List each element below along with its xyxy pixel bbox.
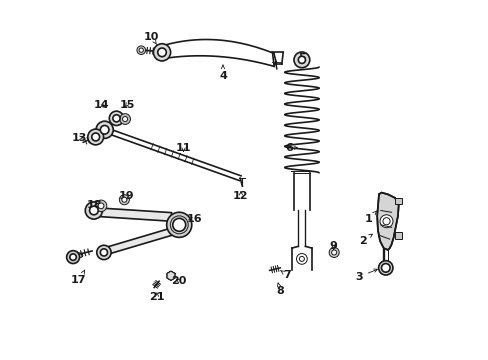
Circle shape bbox=[296, 253, 306, 264]
Circle shape bbox=[96, 121, 113, 138]
Circle shape bbox=[299, 256, 304, 261]
Text: 8: 8 bbox=[276, 283, 284, 296]
Text: 11: 11 bbox=[175, 143, 191, 153]
Circle shape bbox=[298, 56, 305, 63]
Text: 2: 2 bbox=[358, 234, 372, 246]
Circle shape bbox=[382, 218, 389, 225]
Circle shape bbox=[113, 115, 120, 122]
Ellipse shape bbox=[75, 253, 82, 258]
Circle shape bbox=[328, 247, 339, 257]
Polygon shape bbox=[99, 208, 171, 221]
Text: 4: 4 bbox=[219, 65, 226, 81]
Circle shape bbox=[122, 197, 126, 202]
Circle shape bbox=[88, 129, 103, 145]
Circle shape bbox=[137, 46, 145, 54]
Circle shape bbox=[139, 48, 143, 52]
Circle shape bbox=[119, 195, 129, 205]
Text: 5: 5 bbox=[298, 53, 305, 63]
Circle shape bbox=[120, 114, 130, 125]
Circle shape bbox=[100, 249, 107, 256]
Text: 18: 18 bbox=[87, 200, 102, 210]
Text: 3: 3 bbox=[355, 269, 377, 282]
Circle shape bbox=[95, 200, 106, 212]
Circle shape bbox=[378, 261, 392, 275]
Text: 6: 6 bbox=[285, 143, 297, 153]
Text: 19: 19 bbox=[118, 191, 134, 201]
Text: 9: 9 bbox=[329, 241, 337, 251]
Text: 1: 1 bbox=[364, 211, 376, 224]
Circle shape bbox=[97, 245, 111, 260]
Text: 10: 10 bbox=[143, 32, 159, 44]
Polygon shape bbox=[376, 193, 398, 250]
Text: 12: 12 bbox=[233, 191, 248, 201]
Text: 17: 17 bbox=[71, 270, 86, 285]
Polygon shape bbox=[106, 228, 173, 254]
Text: 15: 15 bbox=[119, 100, 134, 110]
Circle shape bbox=[92, 133, 100, 141]
Bar bbox=[394, 198, 401, 204]
Circle shape bbox=[122, 117, 127, 122]
Circle shape bbox=[331, 250, 336, 255]
Circle shape bbox=[381, 264, 389, 272]
Circle shape bbox=[172, 219, 185, 231]
Circle shape bbox=[85, 202, 102, 219]
Text: 7: 7 bbox=[280, 270, 291, 280]
Bar bbox=[394, 232, 401, 239]
Circle shape bbox=[379, 215, 392, 228]
Circle shape bbox=[109, 111, 123, 126]
Circle shape bbox=[166, 212, 191, 237]
Circle shape bbox=[100, 126, 109, 134]
Circle shape bbox=[70, 254, 76, 260]
Text: 16: 16 bbox=[186, 215, 202, 224]
Text: 14: 14 bbox=[93, 100, 109, 110]
Circle shape bbox=[293, 52, 309, 68]
Circle shape bbox=[153, 44, 170, 61]
Text: 20: 20 bbox=[171, 276, 186, 286]
Circle shape bbox=[98, 203, 104, 209]
Text: 21: 21 bbox=[149, 292, 164, 302]
Circle shape bbox=[66, 251, 80, 264]
Circle shape bbox=[158, 48, 166, 57]
Polygon shape bbox=[166, 271, 175, 280]
Text: 13: 13 bbox=[72, 133, 87, 143]
Circle shape bbox=[89, 206, 98, 215]
